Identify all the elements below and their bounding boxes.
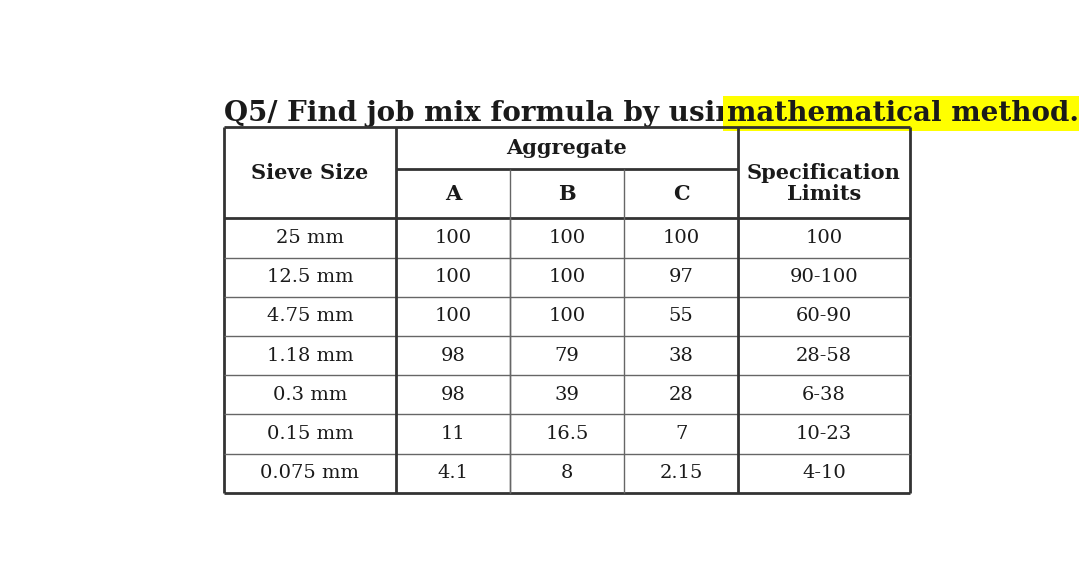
Text: 100: 100 (663, 229, 699, 247)
Text: Q5/ Find job mix formula by using: Q5/ Find job mix formula by using (224, 100, 765, 127)
Text: 4-10: 4-10 (802, 464, 846, 482)
Text: Limits: Limits (787, 184, 861, 204)
Text: 11: 11 (440, 425, 465, 443)
Text: 100: 100 (806, 229, 843, 247)
Text: 16.5: 16.5 (545, 425, 589, 443)
Text: Sieve Size: Sieve Size (251, 163, 368, 183)
Text: 55: 55 (669, 307, 694, 325)
Text: 39: 39 (555, 386, 579, 404)
Text: 100: 100 (434, 229, 472, 247)
Text: Specification: Specification (747, 163, 901, 183)
Text: 0.15 mm: 0.15 mm (267, 425, 353, 443)
Text: A: A (445, 184, 461, 204)
Text: Aggregate: Aggregate (506, 138, 627, 158)
Text: B: B (558, 184, 576, 204)
Text: 6-38: 6-38 (802, 386, 846, 404)
Text: 100: 100 (548, 268, 586, 286)
Text: 10-23: 10-23 (796, 425, 852, 443)
Text: C: C (673, 184, 689, 204)
Text: 7: 7 (675, 425, 687, 443)
Text: 79: 79 (555, 347, 579, 365)
Text: 4.1: 4.1 (437, 464, 468, 482)
Text: 100: 100 (548, 307, 586, 325)
Text: 98: 98 (440, 347, 465, 365)
Text: 90-100: 90-100 (790, 268, 859, 286)
Text: mathematical method.: mathematical method. (727, 100, 1079, 127)
Text: 97: 97 (669, 268, 694, 286)
Text: 0.075 mm: 0.075 mm (260, 464, 359, 482)
Text: 100: 100 (548, 229, 586, 247)
Text: 98: 98 (440, 386, 465, 404)
Text: 8: 8 (561, 464, 573, 482)
Text: 38: 38 (669, 347, 694, 365)
Text: 60-90: 60-90 (796, 307, 852, 325)
Text: 25 mm: 25 mm (276, 229, 344, 247)
Text: 0.3 mm: 0.3 mm (273, 386, 347, 404)
Text: 4.75 mm: 4.75 mm (267, 307, 353, 325)
Text: 100: 100 (434, 307, 472, 325)
Text: 28: 28 (669, 386, 694, 404)
Text: 28-58: 28-58 (796, 347, 852, 365)
Text: 1.18 mm: 1.18 mm (267, 347, 353, 365)
Text: 100: 100 (434, 268, 472, 286)
Text: 12.5 mm: 12.5 mm (267, 268, 353, 286)
Text: 2.15: 2.15 (659, 464, 702, 482)
